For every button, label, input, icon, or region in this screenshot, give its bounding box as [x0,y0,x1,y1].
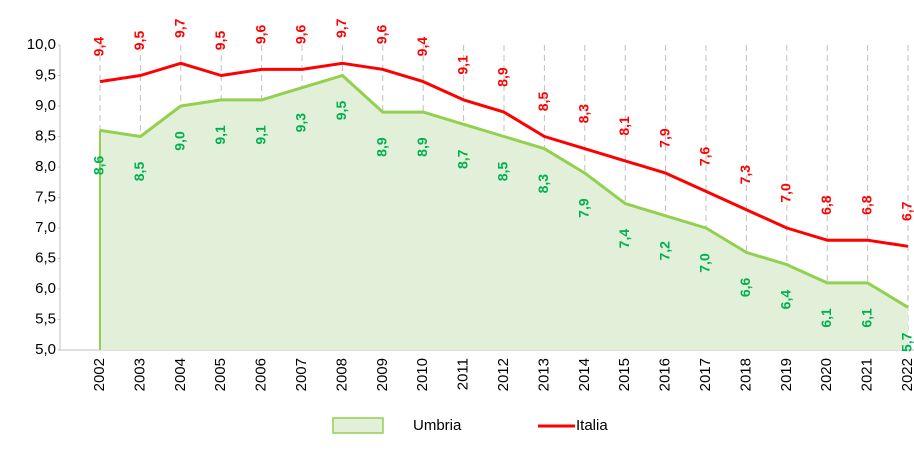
y-tick-label: 8,5 [35,127,56,144]
x-tick-label: 2020 [818,358,835,391]
data-label: 5,7 [899,332,914,352]
legend-label: Umbria [413,417,462,434]
x-tick-label: 2006 [253,358,270,391]
data-label: 6,8 [858,195,874,215]
x-tick-label: 2022 [899,358,914,391]
data-label: 9,1 [212,125,228,145]
data-label: 8,9 [495,67,511,87]
data-label: 9,5 [333,101,349,121]
x-tick-label: 2009 [374,358,391,391]
y-tick-label: 7,5 [35,188,56,205]
x-tick-label: 2015 [616,358,633,391]
x-tick-label: 2003 [131,358,148,391]
y-tick-label: 5,0 [35,341,56,358]
data-label: 7,0 [697,253,713,273]
y-tick-label: 6,5 [35,249,56,266]
y-tick-label: 5,5 [35,310,56,327]
data-label: 6,7 [899,201,914,221]
data-label: 9,4 [414,37,430,57]
x-tick-label: 2007 [293,358,310,391]
data-label: 7,0 [778,183,794,203]
data-label: 9,5 [131,31,147,51]
data-label: 7,6 [697,146,713,166]
x-tick-label: 2013 [535,358,552,391]
data-label: 7,3 [737,165,753,185]
data-label: 6,4 [778,290,794,310]
x-tick-label: 2010 [414,358,431,391]
data-label: 8,6 [91,155,107,175]
x-tick-label: 2014 [576,358,593,391]
data-label: 7,9 [576,198,592,218]
y-tick-label: 10,0 [27,36,56,53]
data-label: 9,0 [172,131,188,151]
x-tick-label: 2018 [737,358,754,391]
data-label: 8,5 [535,92,551,112]
data-label: 6,8 [818,195,834,215]
x-tick-label: 2021 [859,358,876,391]
x-tick-label: 2008 [333,358,350,391]
x-tick-label: 2016 [657,358,674,391]
data-label: 9,6 [374,24,390,44]
area-fill [100,75,908,350]
y-tick-label: 8,0 [35,158,56,175]
x-tick-label: 2005 [212,358,229,391]
data-label: 7,4 [616,229,632,249]
data-label: 8,9 [374,137,390,157]
data-label: 8,9 [414,137,430,157]
data-label: 9,6 [293,24,309,44]
data-label: 9,4 [91,37,107,57]
x-tick-label: 2011 [455,358,472,390]
x-tick-label: 2017 [697,358,714,391]
x-tick-label: 2002 [91,358,108,391]
data-label: 8,1 [616,116,632,136]
data-label: 8,5 [495,162,511,182]
legend-swatch [332,417,384,434]
series-line [99,61,909,248]
data-label: 7,2 [656,241,672,261]
x-tick-label: 2012 [495,358,512,391]
legend-label: Italia [576,417,608,434]
data-label: 6,1 [858,308,874,328]
data-label: 9,1 [454,55,470,75]
data-label: 8,3 [535,174,551,194]
y-tick-label: 9,0 [35,97,56,114]
y-tick-label: 9,5 [35,66,56,83]
data-label: 6,6 [737,277,753,297]
x-tick-label: 2004 [172,358,189,391]
series-line [99,74,909,309]
data-label: 8,3 [576,104,592,124]
data-label: 6,1 [818,308,834,328]
data-label: 7,9 [656,128,672,148]
data-label: 8,7 [454,149,470,169]
x-tick-label: 2019 [778,358,795,391]
data-label: 9,7 [333,18,349,38]
data-label: 8,5 [131,162,147,182]
y-tick-label: 7,0 [35,219,56,236]
data-label: 9,6 [252,24,268,44]
data-label: 9,1 [252,125,268,145]
data-label: 9,5 [212,31,228,51]
data-label: 9,3 [293,113,309,133]
y-tick-label: 6,0 [35,280,56,297]
data-label: 9,7 [172,18,188,38]
